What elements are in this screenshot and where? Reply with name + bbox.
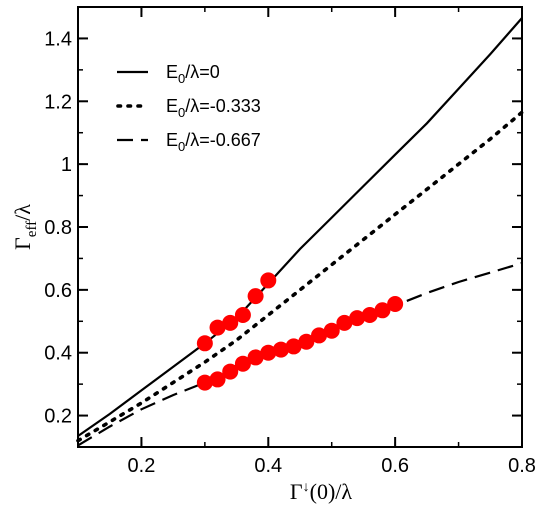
data-point [298, 333, 315, 350]
data-point [349, 310, 366, 327]
legend-label: E0/λ=-0.667 [166, 130, 261, 154]
data-point [247, 288, 264, 305]
series-line-0 [77, 17, 523, 437]
data-point [196, 335, 213, 352]
y-axis-title: Γeff/λ [10, 204, 40, 250]
data-point [247, 349, 264, 366]
y-tick-label: 1 [61, 154, 72, 176]
axis-ticks: 0.2 0.4 0.6 0.8 0.2 0.4 0.6 0.8 1 1.2 1.4 [44, 6, 536, 477]
y-tick-label: 0.8 [44, 217, 72, 239]
data-point [260, 272, 277, 289]
series-line-1 [76, 110, 524, 443]
y-tick-label: 0.6 [44, 280, 72, 302]
data-point [285, 338, 302, 355]
x-tick-label: 0.6 [381, 455, 409, 477]
y-tick-label: 1.4 [44, 28, 72, 50]
legend: E0/λ=0 E0/λ=-0.333 E0/λ=-0.667 [116, 62, 261, 154]
data-point [311, 327, 328, 344]
data-point [234, 355, 251, 372]
data-point [209, 371, 226, 388]
x-tick-label: 0.2 [128, 455, 156, 477]
data-point [260, 344, 277, 361]
y-tick-label: 1.2 [44, 91, 72, 113]
x-tick-label: 0.8 [508, 455, 536, 477]
legend-label: E0/λ=0 [166, 62, 220, 86]
data-point [222, 314, 239, 331]
y-tick-label: 0.4 [44, 343, 72, 365]
legend-label: E0/λ=-0.333 [166, 96, 261, 120]
data-point [234, 307, 251, 323]
data-point [209, 319, 226, 336]
data-point [272, 341, 289, 358]
data-point [387, 296, 404, 312]
plot-content [76, 17, 524, 447]
data-point [196, 374, 213, 391]
data-point [323, 322, 340, 339]
x-axis-title: Γ↓(0)/λ [290, 479, 352, 504]
data-point [374, 302, 391, 319]
data-point [222, 363, 239, 380]
y-tick-label: 0.2 [44, 406, 72, 428]
data-point [361, 307, 378, 323]
x-tick-label: 0.4 [254, 455, 282, 477]
data-point [336, 314, 353, 331]
